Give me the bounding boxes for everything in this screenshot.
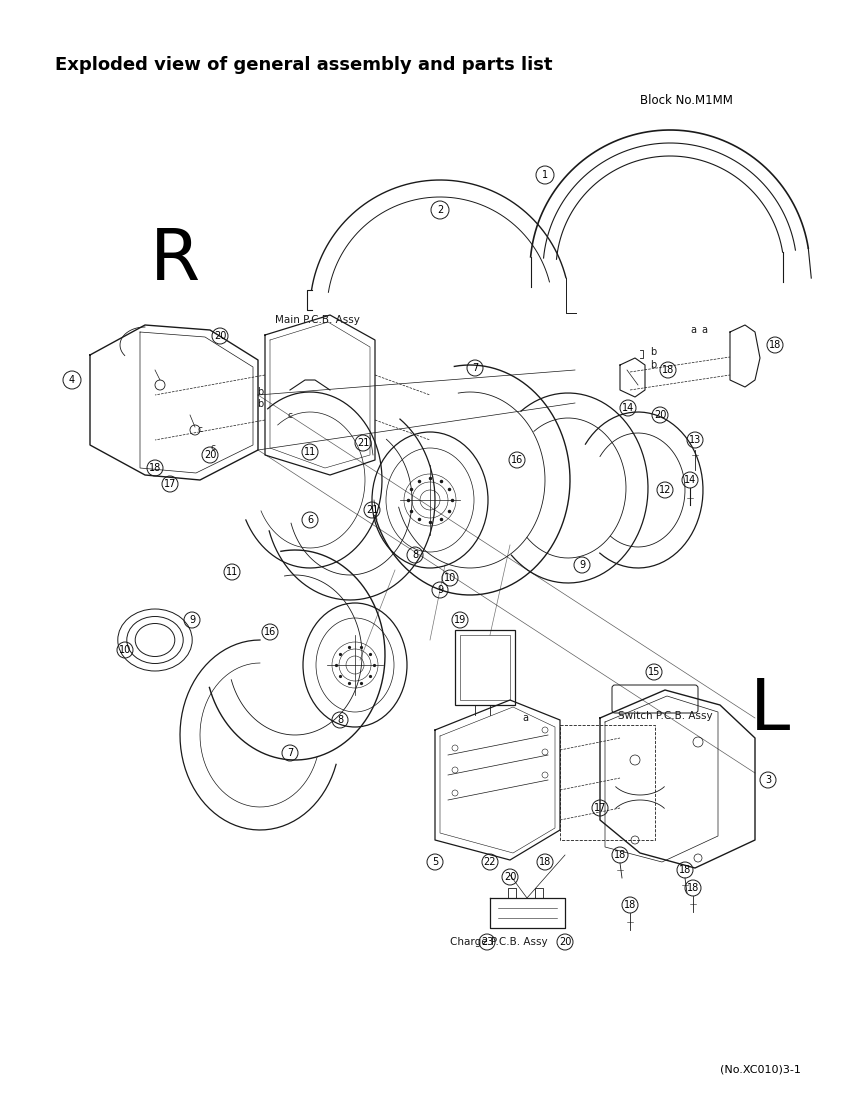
Text: 20: 20 bbox=[558, 937, 571, 947]
Text: Switch P.C.B. Assy: Switch P.C.B. Assy bbox=[618, 711, 712, 720]
Text: R: R bbox=[150, 226, 200, 295]
Text: 7: 7 bbox=[286, 748, 293, 758]
Text: 9: 9 bbox=[437, 585, 443, 595]
Text: 14: 14 bbox=[622, 403, 634, 412]
Text: 7: 7 bbox=[472, 363, 478, 373]
Text: 16: 16 bbox=[264, 627, 276, 637]
Text: a: a bbox=[701, 324, 707, 336]
Text: 17: 17 bbox=[594, 803, 606, 813]
Text: Block No.M1MM: Block No.M1MM bbox=[640, 94, 733, 107]
Text: 11: 11 bbox=[303, 447, 316, 456]
Text: 18: 18 bbox=[662, 365, 674, 375]
Text: 13: 13 bbox=[688, 434, 701, 446]
Text: a: a bbox=[522, 713, 528, 723]
Text: Main P.C.B. Assy: Main P.C.B. Assy bbox=[275, 315, 360, 324]
Text: 10: 10 bbox=[444, 573, 456, 583]
Text: c: c bbox=[287, 410, 292, 419]
Text: Charge P.C.B. Assy: Charge P.C.B. Assy bbox=[450, 937, 547, 947]
Text: 19: 19 bbox=[454, 615, 466, 625]
Text: 1: 1 bbox=[542, 170, 548, 180]
Text: 5: 5 bbox=[432, 857, 438, 867]
Text: 4: 4 bbox=[69, 375, 75, 385]
Text: 15: 15 bbox=[648, 667, 660, 676]
Text: b: b bbox=[650, 346, 656, 358]
Text: 18: 18 bbox=[149, 463, 162, 473]
Text: 3: 3 bbox=[765, 776, 771, 785]
Text: 20: 20 bbox=[504, 872, 516, 882]
Text: 14: 14 bbox=[684, 475, 696, 485]
Text: 11: 11 bbox=[226, 566, 238, 578]
Text: 9: 9 bbox=[189, 615, 195, 625]
Text: (No.XC010)3-1: (No.XC010)3-1 bbox=[720, 1065, 801, 1075]
Text: 21: 21 bbox=[357, 438, 369, 448]
Text: 16: 16 bbox=[511, 455, 523, 465]
Text: Exploded view of general assembly and parts list: Exploded view of general assembly and pa… bbox=[55, 56, 552, 74]
Text: c: c bbox=[197, 426, 202, 434]
Text: c: c bbox=[211, 443, 216, 452]
Text: 20: 20 bbox=[654, 410, 666, 420]
Text: 8: 8 bbox=[412, 550, 418, 560]
Text: 20: 20 bbox=[204, 450, 216, 460]
Text: 9: 9 bbox=[579, 560, 585, 570]
Text: 21: 21 bbox=[366, 505, 378, 515]
Text: 17: 17 bbox=[164, 478, 176, 490]
Text: b: b bbox=[257, 399, 264, 409]
Text: 18: 18 bbox=[679, 865, 691, 874]
Text: a: a bbox=[690, 324, 696, 336]
Text: 23: 23 bbox=[481, 937, 493, 947]
Text: 10: 10 bbox=[119, 645, 131, 654]
Text: 6: 6 bbox=[307, 515, 313, 525]
Text: 2: 2 bbox=[437, 205, 443, 214]
Text: 18: 18 bbox=[624, 900, 636, 910]
Text: 18: 18 bbox=[614, 850, 626, 860]
Text: 18: 18 bbox=[769, 340, 781, 350]
Text: 8: 8 bbox=[337, 715, 343, 725]
Text: b: b bbox=[257, 387, 264, 397]
Text: b: b bbox=[650, 360, 656, 370]
Text: 18: 18 bbox=[539, 857, 551, 867]
Text: 12: 12 bbox=[659, 485, 672, 495]
Text: L: L bbox=[750, 675, 791, 745]
Text: 22: 22 bbox=[484, 857, 496, 867]
Text: 20: 20 bbox=[214, 331, 226, 341]
Text: 18: 18 bbox=[687, 883, 699, 893]
